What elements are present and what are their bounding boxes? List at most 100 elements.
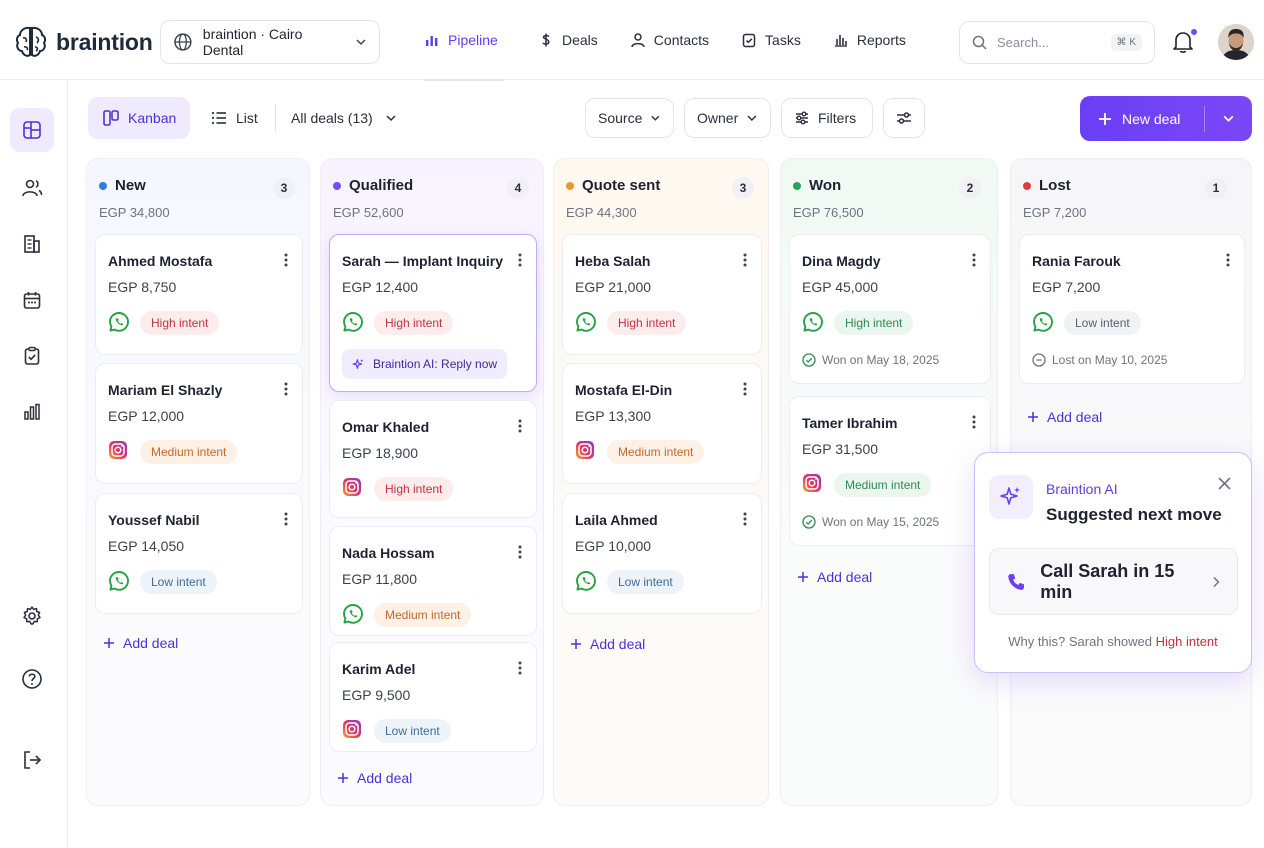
deal-amount: EGP 45,000 bbox=[802, 279, 879, 295]
deal-card[interactable]: Rania Farouk EGP 7,200 Low intent Lost on M… bbox=[1019, 234, 1245, 384]
source-filter[interactable]: Source bbox=[585, 98, 674, 138]
logo[interactable]: braintion bbox=[14, 24, 153, 60]
deal-card[interactable]: Karim Adel EGP 9,500 Low intent bbox=[329, 642, 537, 752]
sidebar-item-companies[interactable] bbox=[10, 222, 54, 266]
add-deal-button[interactable]: Add deal bbox=[103, 635, 178, 651]
deal-card[interactable]: Youssef Nabil EGP 14,050 Low intent bbox=[95, 493, 303, 614]
deal-status-text: Won on May 15, 2025 bbox=[822, 515, 940, 529]
column-header: New bbox=[99, 177, 146, 194]
new-deal-button[interactable]: New deal bbox=[1080, 96, 1252, 141]
more-options-icon[interactable] bbox=[518, 545, 522, 559]
user-avatar-image bbox=[1218, 24, 1254, 60]
deal-card[interactable]: Mostafa El-Din EGP 13,300 Medium intent bbox=[562, 363, 762, 484]
deal-amount: EGP 14,050 bbox=[108, 538, 185, 554]
deal-card[interactable]: Tamer Ibrahim EGP 31,500 Medium intent Won … bbox=[789, 396, 991, 546]
new-deal-dropdown[interactable] bbox=[1205, 96, 1252, 141]
kanban-icon bbox=[103, 110, 119, 126]
add-deal-label: Add deal bbox=[817, 569, 873, 585]
ai-reply-chip[interactable]: Braintion AI: Reply now bbox=[342, 349, 508, 379]
deal-card[interactable]: Dina Magdy EGP 45,000 High intent Won on Ma… bbox=[789, 234, 991, 384]
workspace-switcher[interactable]: braintion · Cairo Dental bbox=[160, 20, 380, 64]
deal-card[interactable]: Laila Ahmed EGP 10,000 Low intent bbox=[562, 493, 762, 614]
column-header: Qualified bbox=[333, 177, 413, 194]
check-circle-icon bbox=[802, 353, 816, 367]
sidebar-item-calendar[interactable] bbox=[10, 278, 54, 322]
globe-icon bbox=[174, 33, 192, 51]
more-options-icon[interactable] bbox=[972, 415, 976, 429]
deal-name: Omar Khaled bbox=[342, 419, 430, 435]
instagram-icon bbox=[575, 440, 597, 462]
search-placeholder: Search... bbox=[997, 35, 1050, 50]
nav-contacts[interactable]: Contacts bbox=[630, 0, 709, 80]
search-box[interactable]: Search... ⌘ K bbox=[959, 21, 1155, 64]
column-color-dot bbox=[793, 181, 801, 190]
bell-icon[interactable] bbox=[1172, 30, 1194, 54]
deal-status-text: Lost on May 10, 2025 bbox=[1052, 353, 1168, 367]
sidebar-item-help[interactable] bbox=[10, 657, 54, 701]
ai-suggestion-panel: Braintion AI Suggested next move Call Sa… bbox=[974, 452, 1252, 673]
more-options-icon[interactable] bbox=[284, 382, 288, 396]
view-settings-button[interactable] bbox=[883, 98, 925, 138]
sidebar-item-settings[interactable] bbox=[10, 594, 54, 638]
all-deals-dropdown[interactable]: All deals (13) bbox=[291, 97, 397, 139]
more-options-icon[interactable] bbox=[518, 419, 522, 433]
more-options-icon[interactable] bbox=[518, 253, 522, 267]
ai-action-call[interactable]: Call Sarah in 15 min bbox=[989, 548, 1238, 615]
deal-amount: EGP 11,800 bbox=[342, 571, 417, 587]
sidebar-item-logout[interactable] bbox=[10, 738, 54, 782]
building-icon bbox=[24, 235, 40, 253]
deal-card[interactable]: Ahmed Mostafa EGP 8,750 High intent bbox=[95, 234, 303, 355]
deal-amount: EGP 7,200 bbox=[1032, 279, 1101, 295]
filters-button[interactable]: Filters bbox=[781, 98, 873, 138]
sidebar-item-dashboard[interactable] bbox=[10, 108, 54, 152]
add-deal-button[interactable]: Add deal bbox=[570, 636, 645, 652]
deal-card[interactable]: Nada Hossam EGP 11,800 Medium intent bbox=[329, 526, 537, 636]
view-kanban-button[interactable]: Kanban bbox=[88, 97, 191, 139]
nav-label: Contacts bbox=[653, 32, 710, 48]
more-options-icon[interactable] bbox=[518, 661, 522, 675]
more-options-icon[interactable] bbox=[743, 382, 747, 396]
new-deal-main[interactable]: New deal bbox=[1080, 96, 1204, 141]
deal-status-text: Won on May 18, 2025 bbox=[822, 353, 940, 367]
sidebar-item-reports[interactable] bbox=[10, 390, 54, 434]
nav-pipeline[interactable]: Pipeline bbox=[424, 0, 504, 81]
nav-reports[interactable]: Reports bbox=[833, 0, 906, 80]
view-list-button[interactable]: List bbox=[210, 97, 258, 139]
filter-sliders-icon bbox=[796, 111, 808, 125]
toolbar-divider bbox=[275, 104, 276, 132]
deal-card[interactable]: Sarah — Implant Inquiry EGP 12,400 High in… bbox=[329, 234, 537, 392]
sidebar-item-people[interactable] bbox=[10, 166, 54, 210]
more-options-icon[interactable] bbox=[743, 253, 747, 267]
add-deal-label: Add deal bbox=[1047, 409, 1103, 425]
sparkles-icon bbox=[1000, 487, 1020, 505]
owner-filter[interactable]: Owner bbox=[684, 98, 771, 138]
more-options-icon[interactable] bbox=[284, 253, 288, 267]
chevron-right-icon bbox=[1213, 576, 1220, 587]
whatsapp-icon bbox=[108, 311, 130, 333]
avatar[interactable] bbox=[1218, 24, 1254, 60]
deal-card[interactable]: Heba Salah EGP 21,000 High intent bbox=[562, 234, 762, 355]
nav-deals[interactable]: Deals bbox=[538, 0, 598, 80]
plus-icon bbox=[1099, 112, 1111, 125]
column-total: EGP 34,800 bbox=[99, 205, 170, 220]
clipboard-check-icon bbox=[24, 346, 40, 365]
more-options-icon[interactable] bbox=[972, 253, 976, 267]
whatsapp-icon bbox=[802, 311, 824, 333]
nav-tasks[interactable]: Tasks bbox=[741, 0, 801, 80]
deal-card[interactable]: Mariam El Shazly EGP 12,000 Medium intent bbox=[95, 363, 303, 484]
more-options-icon[interactable] bbox=[284, 512, 288, 526]
add-deal-button[interactable]: Add deal bbox=[337, 770, 412, 786]
column-total: EGP 52,600 bbox=[333, 205, 404, 220]
owner-label: Owner bbox=[697, 110, 739, 126]
sidebar-item-tasks[interactable] bbox=[10, 334, 54, 378]
deal-card[interactable]: Omar Khaled EGP 18,900 High intent bbox=[329, 400, 537, 518]
nav-label: Reports bbox=[856, 32, 906, 48]
add-deal-button[interactable]: Add deal bbox=[797, 569, 872, 585]
add-deal-button[interactable]: Add deal bbox=[1027, 409, 1102, 425]
more-options-icon[interactable] bbox=[1226, 253, 1230, 267]
column-title: Quote sent bbox=[582, 177, 661, 194]
column-header: Lost bbox=[1023, 177, 1071, 194]
more-options-icon[interactable] bbox=[743, 512, 747, 526]
close-icon[interactable] bbox=[1218, 477, 1231, 490]
gear-icon bbox=[23, 606, 41, 625]
